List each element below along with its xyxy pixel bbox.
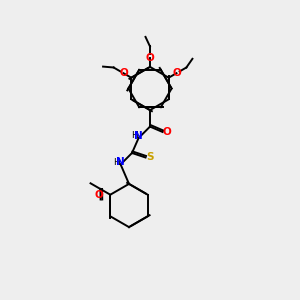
Text: N: N xyxy=(116,157,124,167)
Text: O: O xyxy=(95,190,103,200)
Text: O: O xyxy=(119,68,128,78)
Text: O: O xyxy=(162,127,171,137)
Text: S: S xyxy=(146,152,154,163)
Text: H: H xyxy=(131,131,138,140)
Text: N: N xyxy=(134,131,142,141)
Text: O: O xyxy=(146,53,154,63)
Text: H: H xyxy=(113,158,120,167)
Text: O: O xyxy=(172,68,181,78)
